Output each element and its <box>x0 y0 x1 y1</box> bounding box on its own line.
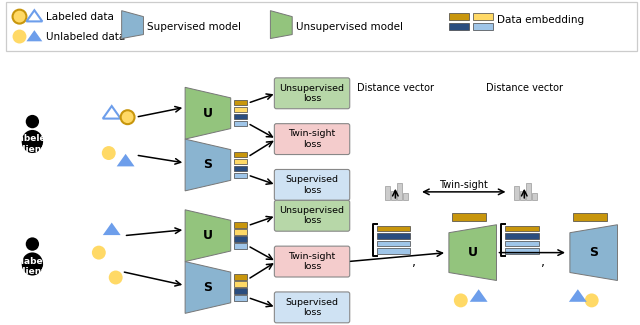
Circle shape <box>26 115 39 128</box>
Ellipse shape <box>22 130 43 153</box>
Text: Supervised model: Supervised model <box>147 21 241 32</box>
Bar <box>234 100 247 106</box>
FancyBboxPatch shape <box>275 200 349 231</box>
Polygon shape <box>185 139 231 191</box>
Bar <box>234 236 247 242</box>
Bar <box>506 241 539 246</box>
Text: U: U <box>203 107 213 120</box>
Circle shape <box>92 246 106 260</box>
Circle shape <box>102 146 116 160</box>
Polygon shape <box>122 11 143 39</box>
Circle shape <box>121 110 134 124</box>
FancyBboxPatch shape <box>275 78 349 109</box>
Bar <box>506 233 539 239</box>
Bar <box>234 274 247 280</box>
Polygon shape <box>103 223 121 235</box>
Bar <box>473 23 493 30</box>
Text: U: U <box>468 246 477 259</box>
Text: Unlabeled data: Unlabeled data <box>46 32 125 42</box>
Text: Unsupervised
loss: Unsupervised loss <box>280 84 344 103</box>
Bar <box>573 213 607 221</box>
Bar <box>403 193 408 200</box>
Bar <box>234 121 247 126</box>
FancyBboxPatch shape <box>275 246 349 277</box>
Text: Supervised
loss: Supervised loss <box>285 175 339 195</box>
Circle shape <box>109 270 123 284</box>
Bar <box>234 166 247 171</box>
Polygon shape <box>26 30 42 41</box>
Text: Unsupervised
loss: Unsupervised loss <box>280 206 344 226</box>
Text: S: S <box>204 281 212 294</box>
Polygon shape <box>470 289 488 302</box>
Bar <box>515 186 519 200</box>
Text: Unsupervised model: Unsupervised model <box>296 21 403 32</box>
Text: U: U <box>203 229 213 242</box>
Bar <box>234 229 247 235</box>
Text: Distance vector: Distance vector <box>486 83 563 93</box>
Bar <box>376 226 410 231</box>
Bar <box>526 183 531 200</box>
Bar <box>506 248 539 254</box>
Bar <box>520 191 525 200</box>
Bar <box>449 13 468 20</box>
Text: Twin-sight
loss: Twin-sight loss <box>289 129 335 149</box>
Polygon shape <box>570 225 618 280</box>
Bar <box>452 213 486 221</box>
Circle shape <box>13 10 26 24</box>
Bar <box>506 226 539 231</box>
Text: Distance vector: Distance vector <box>357 83 434 93</box>
Bar <box>392 191 396 200</box>
Polygon shape <box>116 154 134 166</box>
Bar <box>449 23 468 30</box>
Text: Twin-sight: Twin-sight <box>439 180 488 190</box>
Bar <box>6 2 637 51</box>
Bar <box>473 13 493 20</box>
Bar <box>397 183 403 200</box>
Bar <box>532 193 537 200</box>
Circle shape <box>454 293 468 307</box>
FancyBboxPatch shape <box>275 169 349 200</box>
Text: Supervised
loss: Supervised loss <box>285 298 339 317</box>
Polygon shape <box>449 225 497 280</box>
Circle shape <box>585 293 598 307</box>
Bar <box>234 107 247 112</box>
Text: S: S <box>589 246 598 259</box>
Bar <box>234 281 247 287</box>
Bar <box>234 243 247 249</box>
Polygon shape <box>569 289 587 302</box>
Text: Labeled data: Labeled data <box>46 12 114 22</box>
Text: Labeled
client: Labeled client <box>12 134 52 154</box>
Text: ,: , <box>412 255 416 268</box>
Bar <box>234 159 247 164</box>
Polygon shape <box>185 87 231 139</box>
Polygon shape <box>185 210 231 262</box>
Circle shape <box>13 30 26 44</box>
FancyBboxPatch shape <box>275 292 349 323</box>
Bar <box>234 295 247 301</box>
Bar <box>234 114 247 119</box>
Text: ,: , <box>541 255 545 268</box>
Text: Unlabeled
client: Unlabeled client <box>7 257 58 276</box>
Bar <box>376 248 410 254</box>
Bar <box>234 173 247 178</box>
Text: S: S <box>204 159 212 172</box>
Bar <box>234 152 247 157</box>
Bar <box>385 186 390 200</box>
Polygon shape <box>185 262 231 313</box>
Polygon shape <box>270 11 292 39</box>
Text: Twin-sight
loss: Twin-sight loss <box>289 252 335 271</box>
FancyBboxPatch shape <box>275 124 349 154</box>
Circle shape <box>26 237 39 251</box>
Bar <box>376 241 410 246</box>
Bar <box>234 288 247 294</box>
Bar <box>234 223 247 228</box>
Bar <box>376 233 410 239</box>
Text: Data embedding: Data embedding <box>497 15 584 25</box>
Ellipse shape <box>22 253 43 276</box>
